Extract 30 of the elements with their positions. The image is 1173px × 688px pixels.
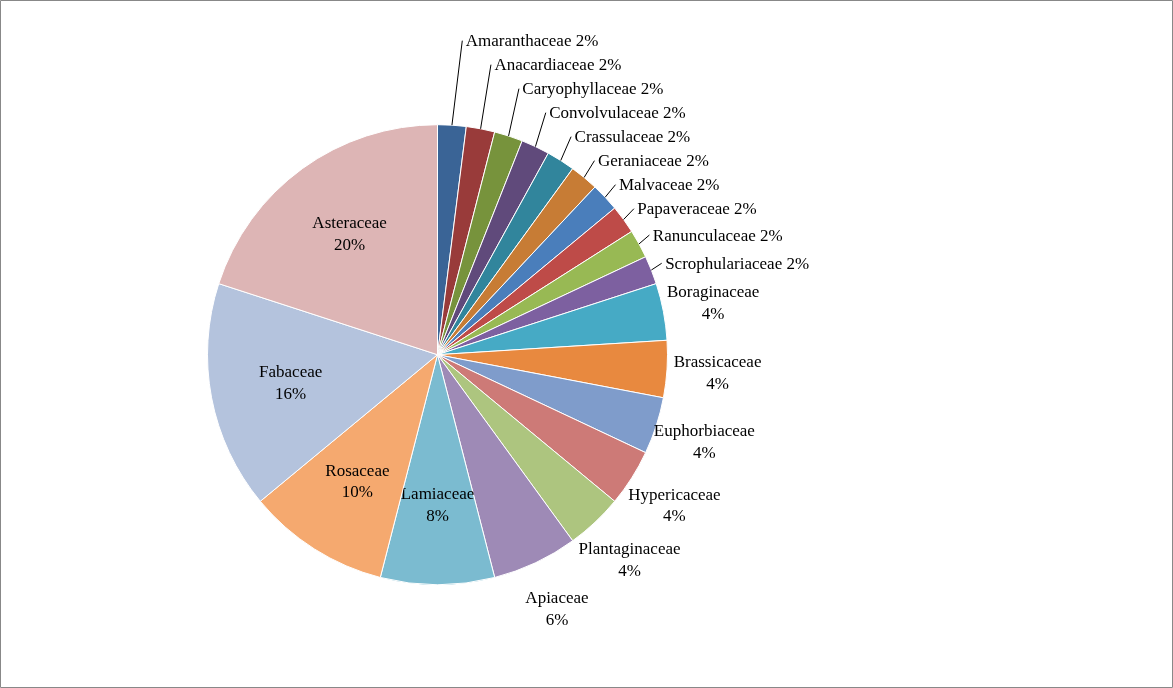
slice-label: Asteraceae bbox=[312, 213, 387, 233]
slice-label: Apiaceae bbox=[525, 588, 589, 608]
data-label: 16% bbox=[275, 384, 307, 404]
slice-label: Brassicaceae bbox=[673, 351, 762, 371]
data-label: 6% bbox=[545, 610, 569, 630]
slice-label: Crassulaceae 2% bbox=[574, 127, 691, 147]
slice-label: Rosaceae bbox=[325, 460, 390, 480]
slice-label: Malvaceae 2% bbox=[618, 175, 720, 195]
slice-label: Caryophyllaceae 2% bbox=[522, 79, 664, 99]
slice-label: Lamiaceae bbox=[400, 483, 475, 503]
slice-label: Boraginaceae bbox=[666, 281, 760, 301]
slice-label: Geraniaceae 2% bbox=[597, 151, 709, 171]
data-label: 4% bbox=[701, 303, 725, 323]
slice-label: Papaveraceae 2% bbox=[637, 199, 757, 219]
slice-label: Fabaceae bbox=[259, 362, 323, 382]
data-label: 4% bbox=[693, 442, 716, 462]
slice-label: Hypericaceae bbox=[628, 484, 721, 504]
data-label: 4% bbox=[663, 506, 686, 526]
slice-label: Convolvulaceae 2% bbox=[549, 103, 686, 123]
slice-label: Amaranthaceae 2% bbox=[465, 31, 599, 51]
slice-label: Euphorbiaceae bbox=[653, 420, 755, 440]
data-label: 4% bbox=[706, 373, 729, 393]
slice-label: Scrophulariaceae 2% bbox=[665, 253, 810, 273]
slice-label: Anacardiaceae 2% bbox=[494, 55, 622, 75]
data-label: 4% bbox=[618, 560, 641, 580]
slice-label: Plantaginaceae bbox=[578, 538, 681, 558]
data-label: 20% bbox=[334, 235, 366, 255]
data-label: 8% bbox=[426, 505, 449, 525]
slice-label: Ranunculaceae 2% bbox=[652, 225, 783, 245]
data-label: 10% bbox=[341, 482, 373, 502]
